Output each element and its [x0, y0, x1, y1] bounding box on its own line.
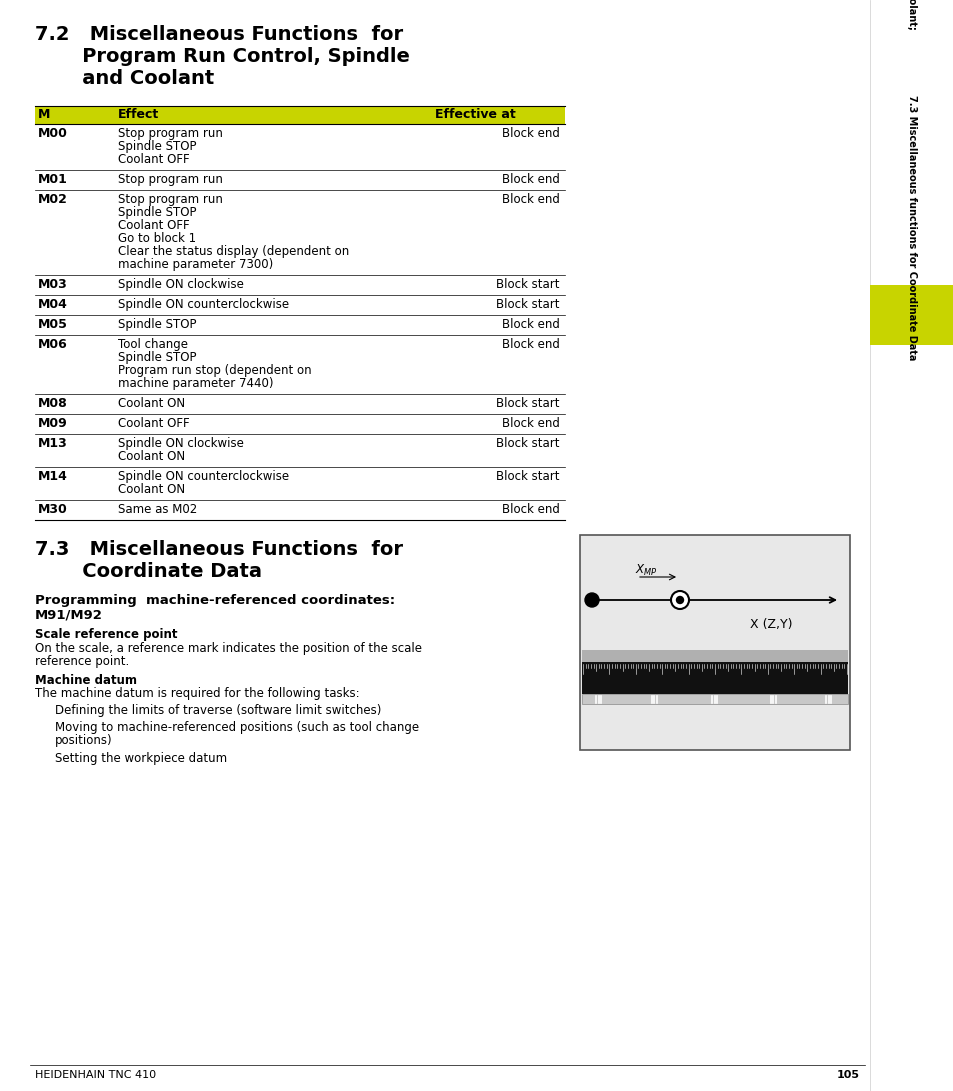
Text: Spindle ON clockwise: Spindle ON clockwise	[118, 437, 244, 449]
Text: $X_{MP}$: $X_{MP}$	[635, 563, 657, 578]
Text: Coolant ON: Coolant ON	[118, 397, 185, 410]
Text: machine parameter 7300): machine parameter 7300)	[118, 257, 273, 271]
Text: X (Z,Y): X (Z,Y)	[749, 618, 792, 631]
Text: Block start: Block start	[496, 397, 559, 410]
Bar	[35, 106, 564, 124]
Text: Stop program run: Stop program run	[118, 127, 223, 140]
Text: Go to block 1: Go to block 1	[118, 232, 196, 245]
Text: Block start: Block start	[496, 470, 559, 483]
Text: Block end: Block end	[501, 503, 559, 516]
Text: M91/M92: M91/M92	[35, 608, 103, 621]
Text: Spindle STOP: Spindle STOP	[118, 317, 196, 331]
Text: positions): positions)	[55, 734, 112, 747]
Text: M30: M30	[38, 503, 68, 516]
Text: Same as M02: Same as M02	[118, 503, 197, 516]
Text: Moving to machine-referenced positions (such as tool change: Moving to machine-referenced positions (…	[55, 721, 418, 734]
Text: Tool change: Tool change	[118, 338, 188, 351]
Text: and Coolant: and Coolant	[35, 69, 214, 88]
Text: M04: M04	[38, 298, 68, 311]
Text: 7.2 Miscellaneous functions for Program Run Control, Spindle and Coolant;: 7.2 Miscellaneous functions for Program …	[906, 0, 916, 29]
Bar	[579, 535, 849, 750]
Text: M08: M08	[38, 397, 68, 410]
Text: Coolant OFF: Coolant OFF	[118, 153, 190, 166]
Text: Block start: Block start	[496, 278, 559, 291]
Bar	[581, 694, 847, 704]
Text: Clear the status display (dependent on: Clear the status display (dependent on	[118, 245, 349, 257]
Bar	[581, 650, 847, 662]
Text: Spindle STOP: Spindle STOP	[118, 351, 196, 364]
Text: Coolant ON: Coolant ON	[118, 483, 185, 496]
Text: The machine datum is required for the following tasks:: The machine datum is required for the fo…	[35, 687, 359, 700]
Text: reference point.: reference point.	[35, 655, 129, 668]
Text: Block start: Block start	[496, 437, 559, 449]
Bar	[869, 285, 953, 345]
Text: Defining the limits of traverse (software limit switches): Defining the limits of traverse (softwar…	[55, 704, 381, 717]
Text: M03: M03	[38, 278, 68, 291]
Circle shape	[670, 591, 688, 609]
Text: Coolant OFF: Coolant OFF	[118, 219, 190, 232]
Text: Block end: Block end	[501, 193, 559, 206]
Text: Stop program run: Stop program run	[118, 193, 223, 206]
Bar	[581, 662, 847, 694]
Text: Coolant ON: Coolant ON	[118, 449, 185, 463]
Text: M13: M13	[38, 437, 68, 449]
Text: On the scale, a reference mark indicates the position of the scale: On the scale, a reference mark indicates…	[35, 642, 421, 655]
Text: Setting the workpiece datum: Setting the workpiece datum	[55, 752, 227, 765]
Circle shape	[676, 597, 682, 603]
Text: 7.3   Miscellaneous Functions  for: 7.3 Miscellaneous Functions for	[35, 540, 402, 559]
Text: Block end: Block end	[501, 127, 559, 140]
Text: Spindle ON counterclockwise: Spindle ON counterclockwise	[118, 470, 289, 483]
Text: Block start: Block start	[496, 298, 559, 311]
Text: 105: 105	[836, 1070, 859, 1080]
Text: M14: M14	[38, 470, 68, 483]
Text: Block end: Block end	[501, 338, 559, 351]
Text: M05: M05	[38, 317, 68, 331]
Text: Spindle ON clockwise: Spindle ON clockwise	[118, 278, 244, 291]
Text: M02: M02	[38, 193, 68, 206]
Text: 7.3 Miscellaneous functions for Coordinate Data: 7.3 Miscellaneous functions for Coordina…	[906, 95, 916, 360]
Text: Spindle ON counterclockwise: Spindle ON counterclockwise	[118, 298, 289, 311]
Text: Scale reference point: Scale reference point	[35, 628, 177, 642]
Text: HEIDENHAIN TNC 410: HEIDENHAIN TNC 410	[35, 1070, 156, 1080]
Text: 7.2   Miscellaneous Functions  for: 7.2 Miscellaneous Functions for	[35, 25, 403, 44]
Text: M01: M01	[38, 173, 68, 185]
Bar	[869, 0, 953, 1091]
Text: machine parameter 7440): machine parameter 7440)	[118, 377, 274, 389]
Text: Spindle STOP: Spindle STOP	[118, 140, 196, 153]
Text: M06: M06	[38, 338, 68, 351]
Text: Program Run Control, Spindle: Program Run Control, Spindle	[35, 47, 410, 65]
Text: Coolant OFF: Coolant OFF	[118, 417, 190, 430]
Text: Spindle STOP: Spindle STOP	[118, 206, 196, 219]
Text: Coordinate Data: Coordinate Data	[35, 562, 262, 582]
Text: Stop program run: Stop program run	[118, 173, 223, 185]
Text: Program run stop (dependent on: Program run stop (dependent on	[118, 364, 312, 377]
Text: M: M	[38, 108, 51, 121]
Text: Programming  machine-referenced coordinates:: Programming machine-referenced coordinat…	[35, 594, 395, 607]
Text: Block end: Block end	[501, 173, 559, 185]
Text: M00: M00	[38, 127, 68, 140]
Text: Block end: Block end	[501, 317, 559, 331]
Text: Effect: Effect	[118, 108, 159, 121]
Text: Effective at: Effective at	[435, 108, 516, 121]
Text: M09: M09	[38, 417, 68, 430]
Text: Machine datum: Machine datum	[35, 674, 137, 687]
Text: Block end: Block end	[501, 417, 559, 430]
Circle shape	[584, 594, 598, 607]
